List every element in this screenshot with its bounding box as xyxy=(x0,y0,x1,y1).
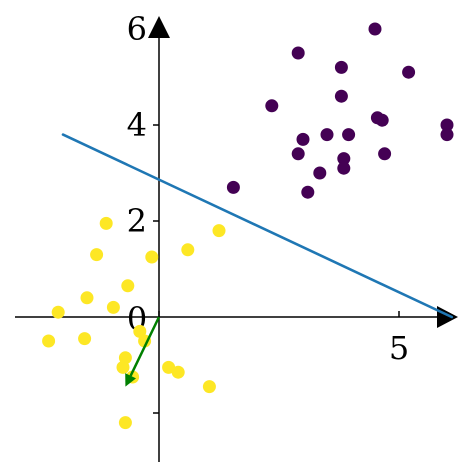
x-axis-arrowhead xyxy=(437,306,458,328)
data-point xyxy=(133,324,147,338)
data-point xyxy=(106,300,120,314)
data-point xyxy=(320,128,334,142)
y-axis-arrowhead xyxy=(148,16,170,38)
data-point xyxy=(226,180,240,194)
data-point xyxy=(99,216,113,230)
axes xyxy=(15,16,458,462)
lines xyxy=(61,133,454,319)
vectors xyxy=(125,316,161,387)
data-point xyxy=(402,65,416,79)
data-point xyxy=(42,334,56,348)
data-point xyxy=(440,128,454,142)
data-point xyxy=(296,132,310,146)
points xyxy=(42,22,454,430)
data-point xyxy=(118,416,132,430)
data-point xyxy=(337,161,351,175)
data-point xyxy=(265,99,279,113)
data-point xyxy=(181,243,195,257)
data-point xyxy=(368,22,382,36)
data-point xyxy=(80,291,94,305)
data-point xyxy=(162,360,176,374)
data-point xyxy=(375,113,389,127)
data-point xyxy=(301,185,315,199)
data-point xyxy=(51,305,65,319)
data-point xyxy=(202,380,216,394)
data-point xyxy=(171,365,185,379)
y-tick-label: 2 xyxy=(127,202,147,240)
data-point xyxy=(121,279,135,293)
data-point xyxy=(313,166,327,180)
vector-arrowhead xyxy=(125,373,137,387)
data-point xyxy=(342,128,356,142)
data-point xyxy=(145,250,159,264)
data-point xyxy=(78,332,92,346)
data-point xyxy=(90,248,104,262)
data-point xyxy=(212,224,226,238)
data-point xyxy=(116,360,130,374)
x-tick-label: 5 xyxy=(389,329,409,367)
data-point xyxy=(334,89,348,103)
data-point xyxy=(378,147,392,161)
y-tick-label: 4 xyxy=(127,106,147,144)
vector-shaft xyxy=(129,316,161,377)
data-point xyxy=(291,46,305,60)
data-point xyxy=(337,152,351,166)
y-tick-label: 6 xyxy=(127,10,147,48)
data-point xyxy=(440,118,454,132)
decision-line xyxy=(61,133,454,319)
data-point xyxy=(334,60,348,74)
data-point xyxy=(291,147,305,161)
